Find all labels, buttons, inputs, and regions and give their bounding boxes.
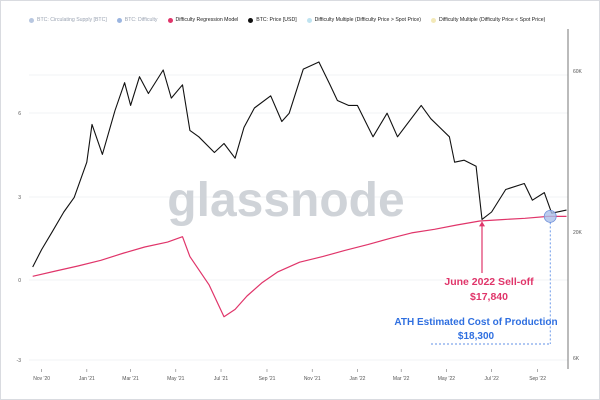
legend-dot-icon bbox=[248, 17, 254, 23]
x-tick-label: Sep '22 bbox=[529, 376, 546, 382]
annotation-marks bbox=[431, 209, 557, 345]
x-tick-label: Jan '22 bbox=[349, 376, 365, 382]
left-tick-label: 6 bbox=[18, 111, 21, 117]
legend-item[interactable]: Difficulty Multiple (Difficulty Price > … bbox=[306, 17, 421, 23]
series-layer bbox=[32, 61, 567, 318]
x-tick-label: Jul '21 bbox=[214, 376, 229, 382]
chart-legend: BTC: Circulating Supply [BTC] BTC: Diffic… bbox=[29, 13, 589, 27]
production-highlight-circle bbox=[543, 209, 557, 223]
legend-label: Difficulty Multiple (Difficulty Price < … bbox=[438, 17, 546, 23]
selloff-label-line1: June 2022 Sell-off bbox=[444, 276, 534, 288]
legend-dot-icon bbox=[116, 17, 122, 23]
x-tick-label: Sep '21 bbox=[259, 376, 276, 382]
selloff-arrow-icon bbox=[478, 221, 485, 227]
legend-label: Difficulty Regression Model bbox=[175, 17, 239, 23]
left-tick-label: 0 bbox=[18, 278, 21, 284]
legend-label: BTC: Difficulty bbox=[124, 17, 158, 23]
legend-dot-icon bbox=[167, 17, 173, 23]
btc-price-line bbox=[32, 61, 567, 268]
legend-item[interactable]: BTC: Difficulty bbox=[116, 17, 158, 23]
x-tick-label: Nov '21 bbox=[304, 376, 321, 382]
legend-dot-icon bbox=[306, 17, 312, 23]
legend-dot-icon bbox=[29, 17, 34, 23]
x-tick-label: Mar '22 bbox=[393, 376, 410, 382]
x-tick-label: Mar '21 bbox=[122, 376, 139, 382]
left-tick-label: 3 bbox=[18, 195, 21, 201]
x-tick-label: Nov '20 bbox=[33, 376, 50, 382]
right-tick-label: 20K bbox=[573, 230, 583, 236]
right-tick-label: 60K bbox=[573, 69, 583, 75]
legend-item[interactable]: Difficulty Multiple (Difficulty Price < … bbox=[430, 17, 546, 23]
legend-dot-icon bbox=[430, 17, 436, 23]
right-tick-label: 6K bbox=[573, 356, 580, 362]
legend-label: BTC: Price [USD] bbox=[256, 17, 297, 23]
legend-label: BTC: Circulating Supply [BTC] bbox=[37, 17, 107, 23]
left-tick-label: -3 bbox=[17, 358, 22, 364]
difficulty-model-line bbox=[32, 215, 567, 318]
legend-item[interactable]: Difficulty Regression Model bbox=[167, 17, 239, 23]
right-axis-ticks: 60K 20K 6K bbox=[573, 69, 583, 362]
legend-label: Difficulty Multiple (Difficulty Price > … bbox=[314, 17, 421, 23]
production-label-line2: $18,300 bbox=[458, 331, 495, 342]
left-axis-ticks: 6 3 0 -3 bbox=[17, 111, 22, 364]
legend-item[interactable]: BTC: Price [USD] bbox=[248, 17, 297, 23]
x-tick-label: Jul '22 bbox=[484, 376, 499, 382]
legend-item[interactable]: BTC: Circulating Supply [BTC] bbox=[29, 17, 107, 23]
x-tick-label: Jan '21 bbox=[79, 376, 95, 382]
grid-lines bbox=[29, 74, 568, 361]
x-tick-label: May '21 bbox=[167, 376, 185, 382]
x-tick-label: May '22 bbox=[438, 376, 456, 382]
production-label-line1: ATH Estimated Cost of Production bbox=[394, 317, 557, 328]
x-axis-ticks: Nov '20 Jan '21 Mar '21 May '21 Jul '21 Sep '… bbox=[33, 369, 546, 382]
selloff-label-line2: $17,840 bbox=[470, 291, 508, 303]
watermark: glassnode bbox=[167, 174, 404, 227]
